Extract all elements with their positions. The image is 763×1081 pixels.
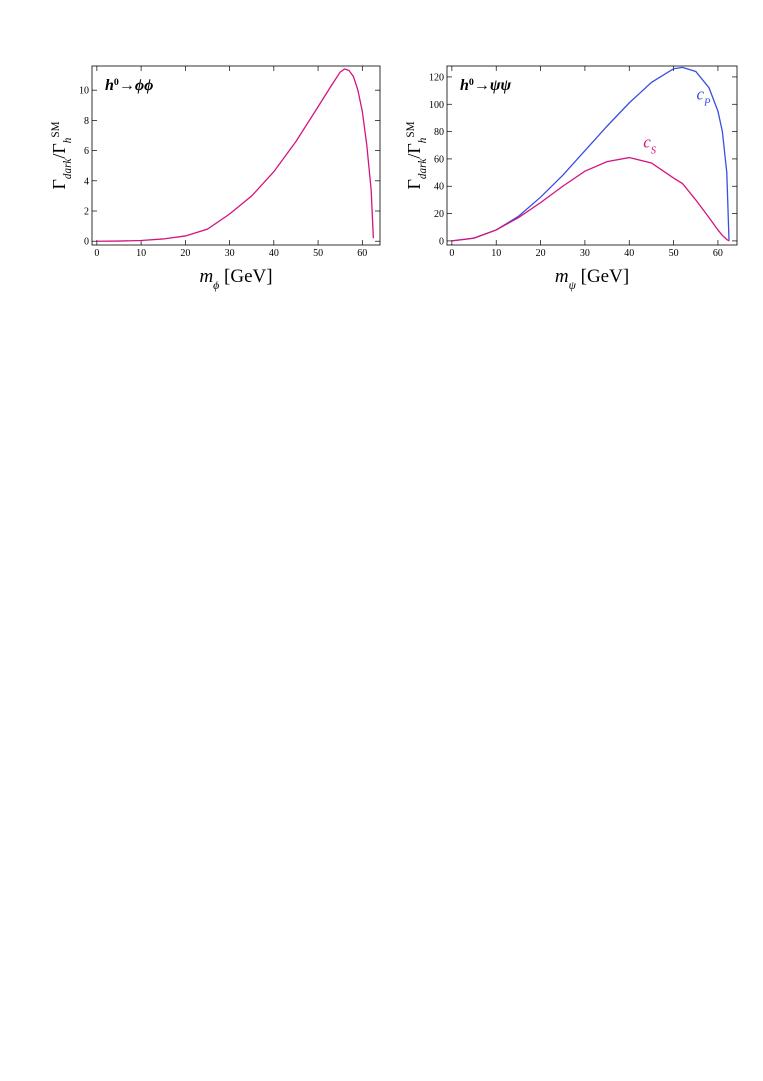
x-tick-label: 20: [536, 248, 546, 259]
x-tick-label: 0: [94, 248, 99, 259]
x-tick-label: 20: [180, 248, 190, 259]
panel-title-part: ϕϕ: [135, 77, 154, 94]
series-label-part: c: [643, 133, 651, 152]
x-axis-label: mϕ [GeV]: [199, 266, 272, 292]
data-line: [451, 66, 730, 242]
y-tick-label: 80: [434, 127, 444, 138]
y-axis-label-part: h: [417, 137, 429, 143]
y-tick-label: 120: [429, 72, 444, 83]
x-tick-label: 40: [624, 248, 634, 259]
x-tick-label: 50: [669, 248, 679, 259]
x-axis-label-part: [GeV]: [576, 266, 629, 287]
y-tick-label: 10: [79, 86, 89, 97]
x-axis-label-part: m: [555, 266, 569, 287]
y-tick-label: 4: [84, 176, 89, 187]
y-tick-label: 6: [84, 146, 89, 157]
x-axis-label-part: ϕ: [213, 279, 219, 292]
panel-title: h0→ψψ: [460, 77, 512, 95]
x-tick-label: 60: [713, 248, 723, 259]
series-label: cP: [696, 84, 711, 108]
panel-title-part: h: [105, 77, 114, 94]
x-tick-label: 30: [580, 248, 590, 259]
plot-frame: [446, 65, 738, 246]
y-axis-label-part: /Γ: [49, 143, 69, 158]
y-tick-label: 100: [429, 100, 444, 111]
data-line: [451, 156, 730, 242]
y-tick-label: 20: [434, 209, 444, 220]
y-axis-label-part: dark: [62, 158, 74, 179]
panel-title: h0→ϕϕ: [105, 77, 153, 95]
y-tick-label: 2: [84, 207, 89, 218]
panel-title-part: ψψ: [490, 77, 512, 94]
y-axis-label: Γdark/ΓhSM: [404, 121, 429, 189]
series-label-part: P: [703, 97, 711, 108]
y-tick-label: 0: [439, 236, 444, 247]
x-tick-label: 10: [491, 248, 501, 259]
x-tick-label: 10: [136, 248, 146, 259]
y-axis-label-part: SM: [405, 121, 417, 137]
series-label-part: c: [696, 84, 704, 103]
panel: 0 10 20 30 40 50 60020406080100120cPcSh0→ψψmψ …: [404, 65, 738, 292]
y-axis-label-part: /Γ: [404, 143, 424, 158]
y-tick-label: 60: [434, 154, 444, 165]
x-tick-label: 50: [313, 248, 323, 259]
y-axis-label-part: h: [62, 137, 74, 143]
data-line: [96, 68, 375, 242]
panel-title-part: 0: [114, 77, 119, 88]
plot-frame: [91, 65, 381, 246]
x-tick-label: 30: [225, 248, 235, 259]
x-tick-label: 60: [357, 248, 367, 259]
x-tick-label: 40: [269, 248, 279, 259]
panel-title-part: h: [460, 77, 469, 94]
y-tick-label: 0: [84, 237, 89, 248]
y-axis-label-part: Γ: [49, 179, 69, 189]
series-label: cS: [643, 133, 657, 157]
x-axis-label-part: ψ: [569, 279, 577, 292]
panel-title-part: 0: [469, 77, 474, 88]
panel-title-part: →: [474, 77, 490, 94]
y-tick-label: 40: [434, 182, 444, 193]
x-tick-label: 0: [449, 248, 454, 259]
y-axis-label: Γdark/ΓhSM: [49, 121, 74, 189]
y-axis-label-part: SM: [50, 121, 62, 137]
panel-title-part: →: [119, 77, 135, 94]
x-axis-label-part: m: [199, 266, 213, 287]
series-label-part: S: [651, 145, 657, 156]
x-axis-label: mψ [GeV]: [555, 266, 629, 292]
y-axis-label-part: Γ: [404, 179, 424, 189]
y-tick-label: 8: [84, 116, 89, 127]
y-axis-label-part: dark: [417, 158, 429, 179]
x-axis-label-part: [GeV]: [219, 266, 272, 287]
